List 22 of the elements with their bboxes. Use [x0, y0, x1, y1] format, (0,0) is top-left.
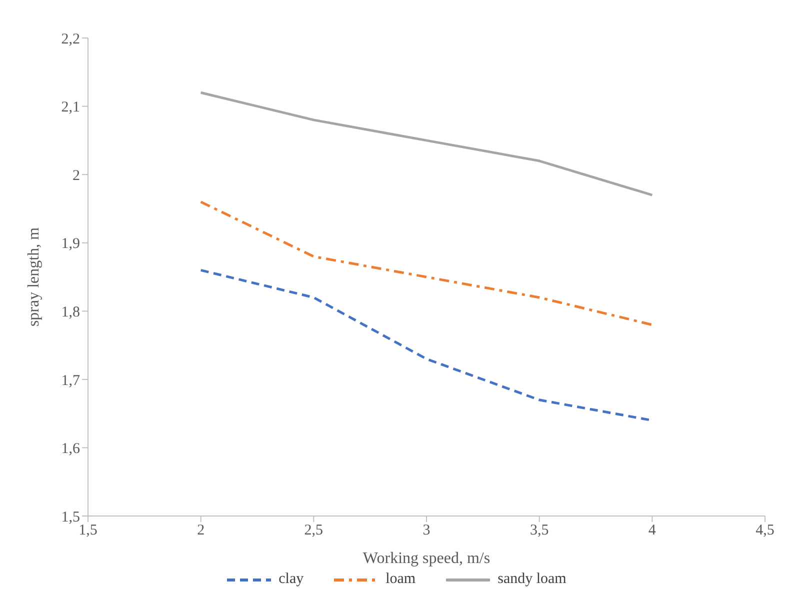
y-tick-label: 1,8 — [61, 304, 80, 320]
y-tick-label: 1,7 — [61, 372, 80, 389]
y-tick-label: 1,5 — [61, 509, 80, 526]
y-tick-label: 2 — [72, 168, 80, 184]
x-tick-label: 4 — [648, 522, 656, 539]
y-axis-title: spray length, m — [26, 226, 43, 327]
x-tick-label: 3 — [422, 522, 430, 539]
legend-label: clay — [278, 571, 304, 588]
x-tick-label: 2 — [197, 522, 205, 539]
y-tick-label: 2,2 — [61, 31, 80, 48]
x-tick-label: 2,5 — [304, 522, 324, 539]
y-tick-label: 1,9 — [61, 236, 80, 252]
legend-label: sandy loam — [496, 571, 566, 588]
x-tick-label: 4,5 — [756, 522, 774, 539]
legend-label: loam — [384, 571, 416, 588]
x-tick-label: 1,5 — [78, 522, 98, 539]
y-tick-label: 1,6 — [61, 441, 80, 458]
line-series — [200, 200, 654, 326]
y-tick-label: 2,1 — [61, 100, 80, 116]
x-axis-title: Working speed, m/s — [362, 550, 490, 567]
line-series — [200, 91, 654, 196]
x-tick-label: 3,5 — [530, 522, 549, 539]
